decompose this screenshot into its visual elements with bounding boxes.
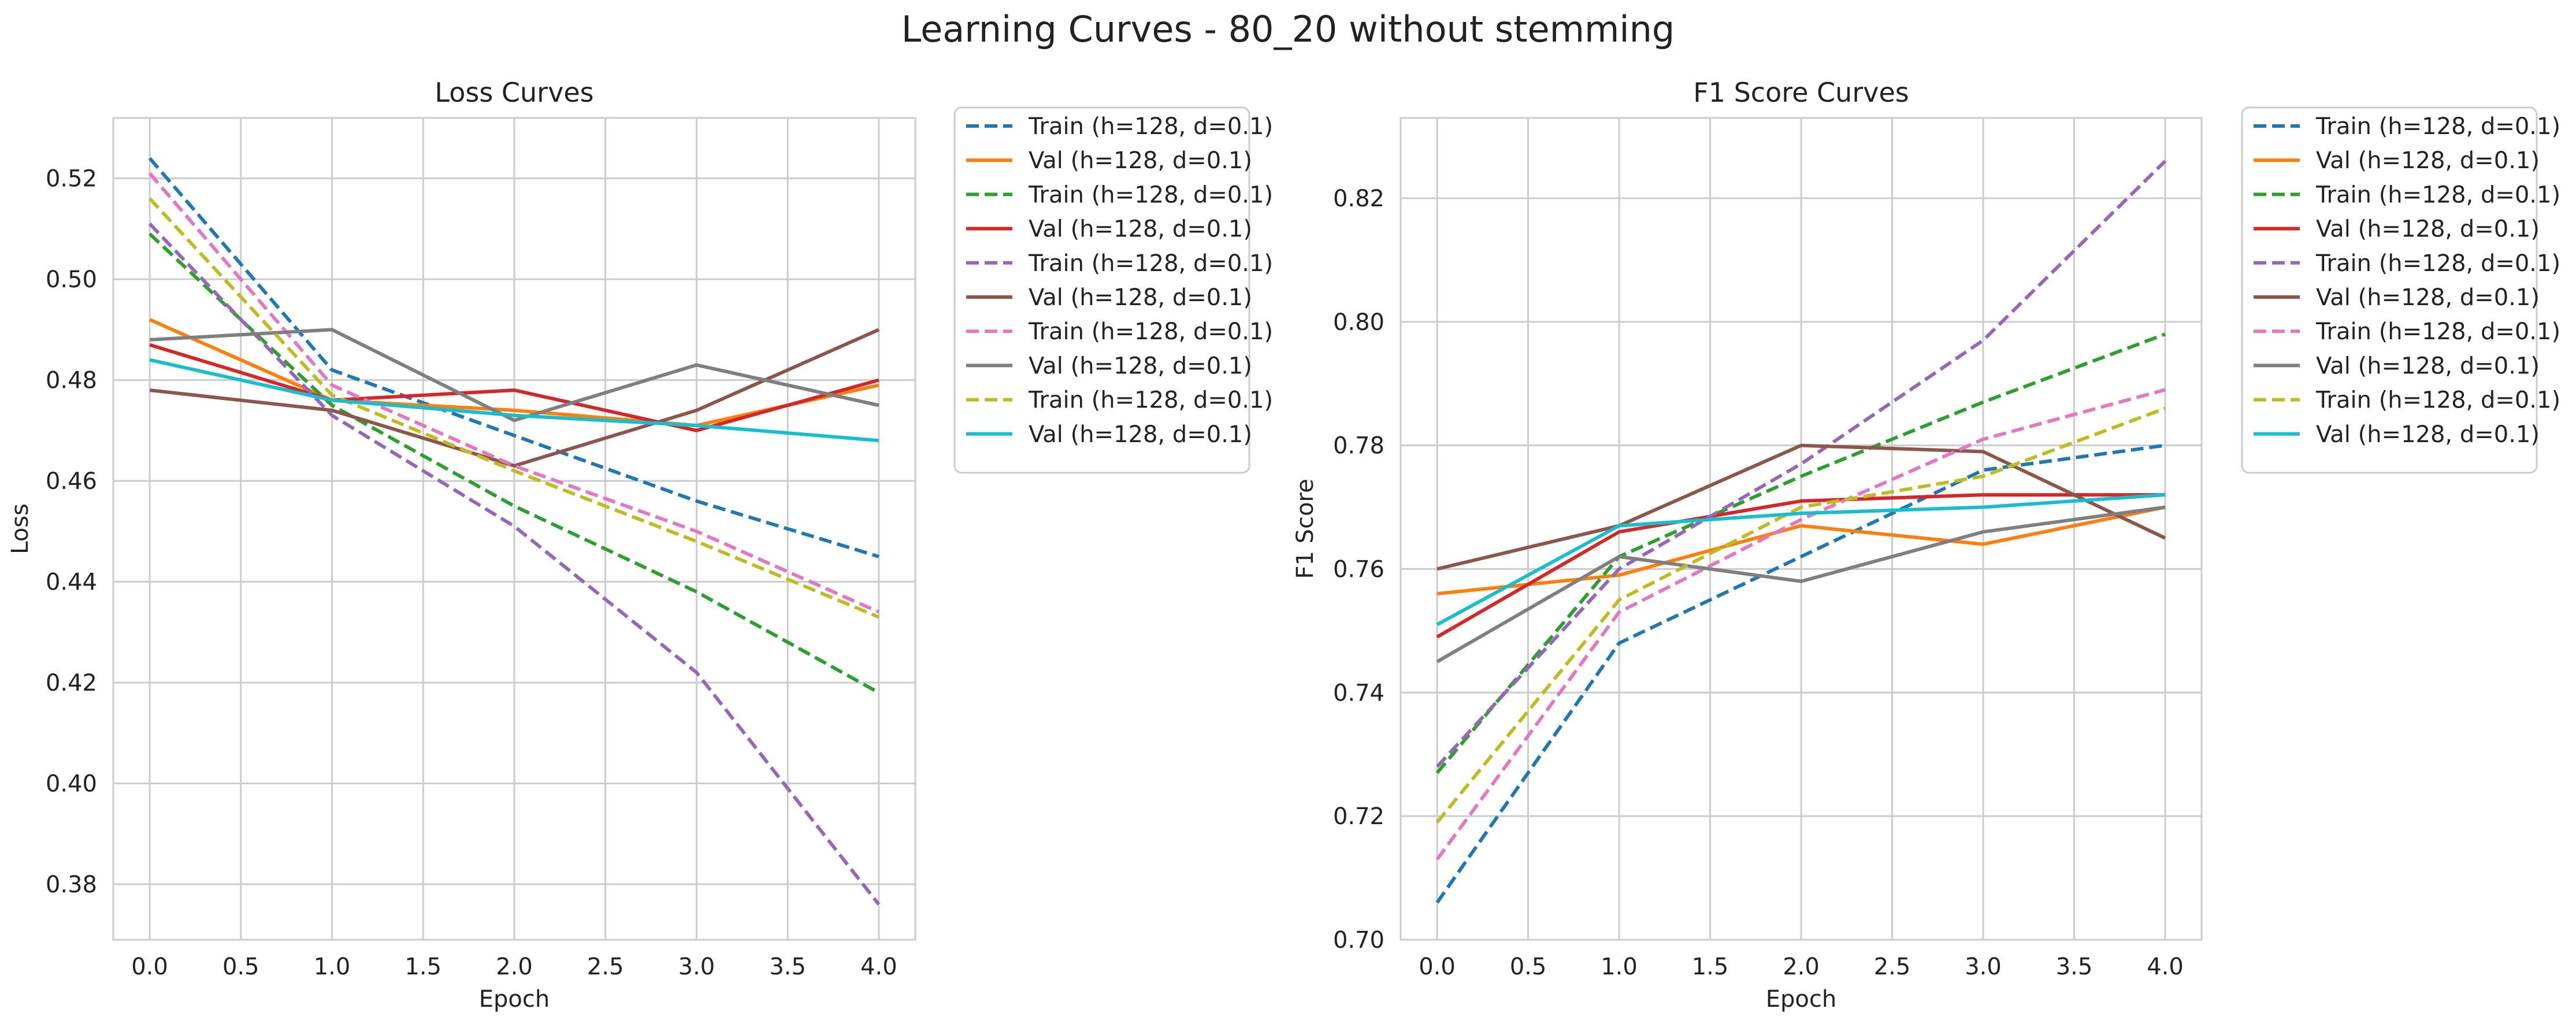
loss-series-line-8 xyxy=(149,328,879,422)
loss-x-tick-label: 3.5 xyxy=(769,954,806,980)
loss-x-tick-label: 2.0 xyxy=(496,954,533,980)
loss-x-tick-label: 1.0 xyxy=(314,954,351,980)
f1-x-tick-label: 3.5 xyxy=(2056,954,2093,980)
loss-y-tick-label: 0.44 xyxy=(46,569,97,596)
loss-legend-box xyxy=(953,106,1250,474)
loss-y-tick-label: 0.42 xyxy=(46,670,97,696)
f1-y-tick-label: 0.70 xyxy=(1333,927,1384,954)
loss-x-tick-label: 4.0 xyxy=(860,954,897,980)
f1-legend-entry: Train (h=128, d=0.1) xyxy=(2315,387,2560,414)
loss-series-line-6 xyxy=(149,328,880,468)
f1-y-tick-label: 0.82 xyxy=(1333,186,1384,212)
loss-legend-entry: Train (h=128, d=0.1) xyxy=(1028,113,1273,140)
f1-x-tick-label: 1.5 xyxy=(1692,954,1729,980)
f1-legend-entry: Val (h=128, d=0.1) xyxy=(2316,421,2540,448)
loss-series-line-4 xyxy=(149,343,879,432)
f1-legend-entry: Train (h=128, d=0.1) xyxy=(2315,181,2560,208)
f1-series-line-1 xyxy=(1435,443,2166,904)
loss-legend-entry: Train (h=128, d=0.1) xyxy=(1028,181,1273,208)
f1-x-tick-label: 2.0 xyxy=(1783,954,1820,980)
loss-legend-entry: Val (h=128, d=0.1) xyxy=(1029,353,1252,379)
figure-suptitle: Learning Curves - 80_20 without stemming xyxy=(901,8,1675,50)
loss-legend-entry: Val (h=128, d=0.1) xyxy=(1029,216,1252,243)
f1-legend-entry: Val (h=128, d=0.1) xyxy=(2316,216,2540,243)
f1-series-line-8 xyxy=(1436,505,2166,663)
loss-series-line-7 xyxy=(148,172,880,614)
loss-x-tick-label: 2.5 xyxy=(587,954,624,980)
f1-x-tick-label: 2.5 xyxy=(1874,954,1911,980)
loss-x-tick-label: 0.0 xyxy=(131,954,168,980)
loss-legend-entry: Val (h=128, d=0.1) xyxy=(1029,284,1252,311)
f1-y-tick-label: 0.76 xyxy=(1333,556,1384,583)
loss-y-tick-label: 0.38 xyxy=(46,872,97,898)
loss-y-tick-label: 0.40 xyxy=(46,771,97,798)
f1-legend-entry: Val (h=128, d=0.1) xyxy=(2316,284,2540,311)
f1-legend-entry: Train (h=128, d=0.1) xyxy=(2315,318,2560,345)
f1-x-axis-label: Epoch xyxy=(1766,986,1836,1013)
f1-y-tick-label: 0.80 xyxy=(1333,309,1384,336)
f1-series-line-3 xyxy=(1435,332,2166,774)
loss-legend-entry: Train (h=128, d=0.1) xyxy=(1028,250,1273,277)
f1-x-tick-label: 4.0 xyxy=(2147,954,2184,980)
loss-legend-entry: Train (h=128, d=0.1) xyxy=(1028,318,1273,345)
f1-y-tick-label: 0.74 xyxy=(1333,680,1384,706)
loss-subplot: 0.0 0.5 1.0 1.5 2.0 2.5 3.0 3.5 4.0 0.38 0.40 0.42 0… xyxy=(7,77,1273,1013)
f1-y-tick-label: 0.78 xyxy=(1333,433,1384,459)
f1-subplot: 0.0 0.5 1.0 1.5 2.0 2.5 3.0 3.5 4.0 0.70 0.72 0.74 0… xyxy=(1292,77,2560,1013)
f1-y-axis-label: F1 Score xyxy=(1292,479,1319,579)
loss-x-tick-label: 1.5 xyxy=(404,954,441,980)
f1-legend-entry: Train (h=128, d=0.1) xyxy=(2315,250,2560,277)
f1-legend-entry: Val (h=128, d=0.1) xyxy=(2316,353,2540,379)
f1-legend-entry: Train (h=128, d=0.1) xyxy=(2315,113,2560,140)
loss-legend-entry: Train (h=128, d=0.1) xyxy=(1028,387,1273,414)
f1-series-line-4 xyxy=(1436,493,2165,639)
loss-series-line-3 xyxy=(149,232,880,695)
loss-legend-entry: Val (h=128, d=0.1) xyxy=(1029,421,1252,448)
loss-series-line-9 xyxy=(148,197,880,619)
subplots-container: 0.0 0.5 1.0 1.5 2.0 2.5 3.0 3.5 4.0 0.38 0.40 0.42 0… xyxy=(7,77,2560,1013)
loss-y-tick-label: 0.52 xyxy=(46,166,97,192)
loss-y-tick-label: 0.50 xyxy=(46,266,97,293)
loss-series-line-10 xyxy=(149,358,879,443)
f1-y-tick-label: 0.72 xyxy=(1333,803,1384,830)
loss-subplot-title: Loss Curves xyxy=(435,77,593,108)
loss-x-tick-label: 0.5 xyxy=(222,954,259,980)
f1-series-line-10 xyxy=(1436,493,2166,626)
f1-legend-entry: Val (h=128, d=0.1) xyxy=(2316,147,2540,174)
f1-series-line-9 xyxy=(1435,406,2166,824)
loss-legend: Train (h=128, d=0.1) Val (h=128, d=0.1) Tr… xyxy=(953,106,1273,474)
f1-x-tick-label: 0.0 xyxy=(1419,954,1456,980)
loss-axes-frame xyxy=(112,117,916,941)
loss-series-line-1 xyxy=(148,157,879,558)
loss-y-tick-label: 0.46 xyxy=(46,468,97,495)
f1-series-line-5 xyxy=(1435,160,2167,768)
loss-x-axis-label: Epoch xyxy=(479,986,550,1013)
loss-series-line-5 xyxy=(148,223,881,906)
f1-axes-frame xyxy=(1400,117,2203,941)
loss-legend-entry: Val (h=128, d=0.1) xyxy=(1029,147,1252,174)
f1-legend-box xyxy=(2241,106,2538,474)
f1-subplot-title: F1 Score Curves xyxy=(1693,77,1909,108)
loss-y-tick-label: 0.48 xyxy=(46,368,97,394)
f1-x-tick-label: 1.0 xyxy=(1601,954,1638,980)
f1-x-tick-label: 3.0 xyxy=(1965,954,2002,980)
f1-series-line-6 xyxy=(1437,443,2166,571)
f1-x-tick-label: 0.5 xyxy=(1510,954,1547,980)
loss-x-tick-label: 3.0 xyxy=(678,954,715,980)
f1-legend: Train (h=128, d=0.1) Val (h=128, d=0.1) Tr… xyxy=(2241,106,2560,474)
f1-series-line-7 xyxy=(1435,388,2166,861)
loss-y-axis-label: Loss xyxy=(7,503,34,554)
f1-series-line-2 xyxy=(1437,505,2166,596)
